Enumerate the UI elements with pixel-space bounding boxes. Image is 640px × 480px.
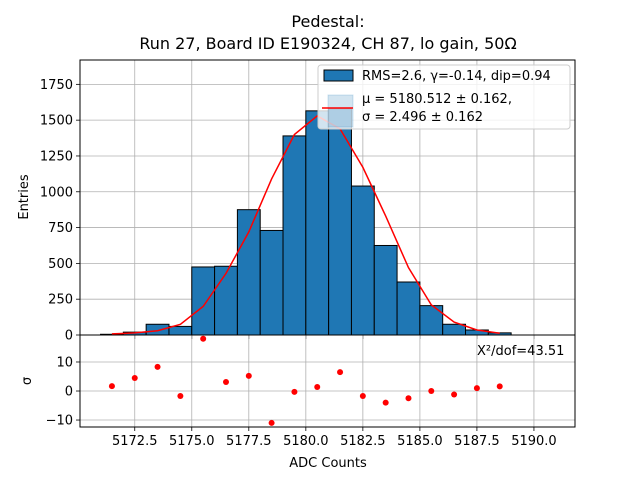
residual-point bbox=[451, 391, 458, 398]
legend-frame bbox=[317, 64, 571, 130]
x-tick-label: 5182.5 bbox=[340, 434, 386, 449]
chi2-annotation: X²/dof=43.51 bbox=[477, 344, 564, 359]
residual-point bbox=[222, 379, 229, 386]
residual-point bbox=[131, 374, 138, 381]
y-tick-label: 1000 bbox=[40, 185, 73, 200]
histogram-bar bbox=[191, 266, 216, 336]
residual-point bbox=[359, 392, 366, 399]
y-tick-label: 1500 bbox=[40, 114, 73, 129]
histogram-bars bbox=[100, 108, 512, 336]
y-axis-label-sigma: σ bbox=[20, 377, 35, 385]
residual-point bbox=[314, 383, 321, 390]
histogram-bar bbox=[396, 281, 421, 336]
x-tick-label: 5185.0 bbox=[397, 434, 443, 449]
residual-plot-frame bbox=[79, 334, 576, 428]
histogram-bar bbox=[236, 209, 261, 336]
residual-point bbox=[405, 395, 412, 402]
chart-title-line1: Pedestal: bbox=[291, 12, 364, 31]
y-tick-label: −10 bbox=[46, 414, 73, 429]
residual-point bbox=[200, 335, 207, 342]
fit-curve-group bbox=[111, 114, 500, 335]
y-tick-label: 10 bbox=[56, 355, 73, 370]
histogram-bar bbox=[373, 244, 398, 336]
legend: RMS=2.6, γ=-0.14, dip=0.94 μ = 5180.512 … bbox=[317, 64, 571, 130]
histogram-bar bbox=[259, 229, 284, 336]
residual-point bbox=[177, 392, 184, 399]
histogram-bar bbox=[214, 265, 238, 336]
histogram-bar bbox=[305, 110, 330, 336]
y-tick-label: 250 bbox=[48, 293, 73, 308]
residual-point bbox=[496, 383, 503, 390]
y-tick-label: 1750 bbox=[40, 78, 73, 93]
legend-label-histogram: RMS=2.6, γ=-0.14, dip=0.94 bbox=[362, 69, 551, 84]
residual-point bbox=[268, 419, 275, 426]
histogram-bar bbox=[168, 325, 193, 336]
x-tick-label: 5190.0 bbox=[511, 434, 557, 449]
legend-label-fit-mu: μ = 5180.512 ± 0.162, bbox=[362, 92, 512, 107]
y-axis-label-entries: Entries bbox=[17, 174, 32, 220]
y-tick-label: 500 bbox=[48, 257, 73, 272]
fit-curve bbox=[111, 114, 500, 335]
main-axes: 0 250 500 750 1000 1250 1500 1750 bbox=[40, 59, 576, 344]
x-tick-label: 5180.0 bbox=[283, 434, 329, 449]
histogram-bar bbox=[145, 323, 170, 336]
y-tick-label: 1250 bbox=[40, 149, 73, 164]
residual-points bbox=[108, 335, 503, 426]
residual-point bbox=[291, 388, 298, 395]
chart-title-line2: Run 27, Board ID E190324, CH 87, lo gain… bbox=[139, 34, 516, 53]
residual-point bbox=[108, 383, 115, 390]
residual-grid bbox=[80, 335, 575, 427]
residual-point bbox=[245, 372, 252, 379]
x-tick-label: 5175.0 bbox=[169, 434, 215, 449]
legend-label-fit-sigma: σ = 2.496 ± 0.162 bbox=[362, 110, 483, 125]
y-tick-label: 0 bbox=[65, 385, 73, 400]
residual-point bbox=[428, 388, 435, 395]
residual-point bbox=[382, 399, 389, 406]
x-tick-label: 5187.5 bbox=[454, 434, 500, 449]
residual-point bbox=[337, 369, 344, 376]
x-tick-label: 5172.5 bbox=[112, 434, 158, 449]
legend-patch-histogram bbox=[323, 69, 354, 82]
residual-point bbox=[154, 363, 161, 370]
residual-axes: −10 0 10 5172.5 5175.0 5177.5 5180.0 5182.5 5185… bbox=[46, 334, 576, 449]
histogram-bar bbox=[350, 185, 375, 336]
x-axis-label: ADC Counts bbox=[289, 456, 367, 471]
x-tick-label: 5177.5 bbox=[226, 434, 272, 449]
y-tick-label: 750 bbox=[48, 221, 73, 236]
legend-patch-fit-band bbox=[327, 94, 354, 128]
histogram-bar bbox=[282, 135, 307, 336]
y-tick-label: 0 bbox=[65, 329, 73, 344]
residual-point bbox=[473, 385, 480, 392]
histogram-bar bbox=[442, 323, 467, 336]
